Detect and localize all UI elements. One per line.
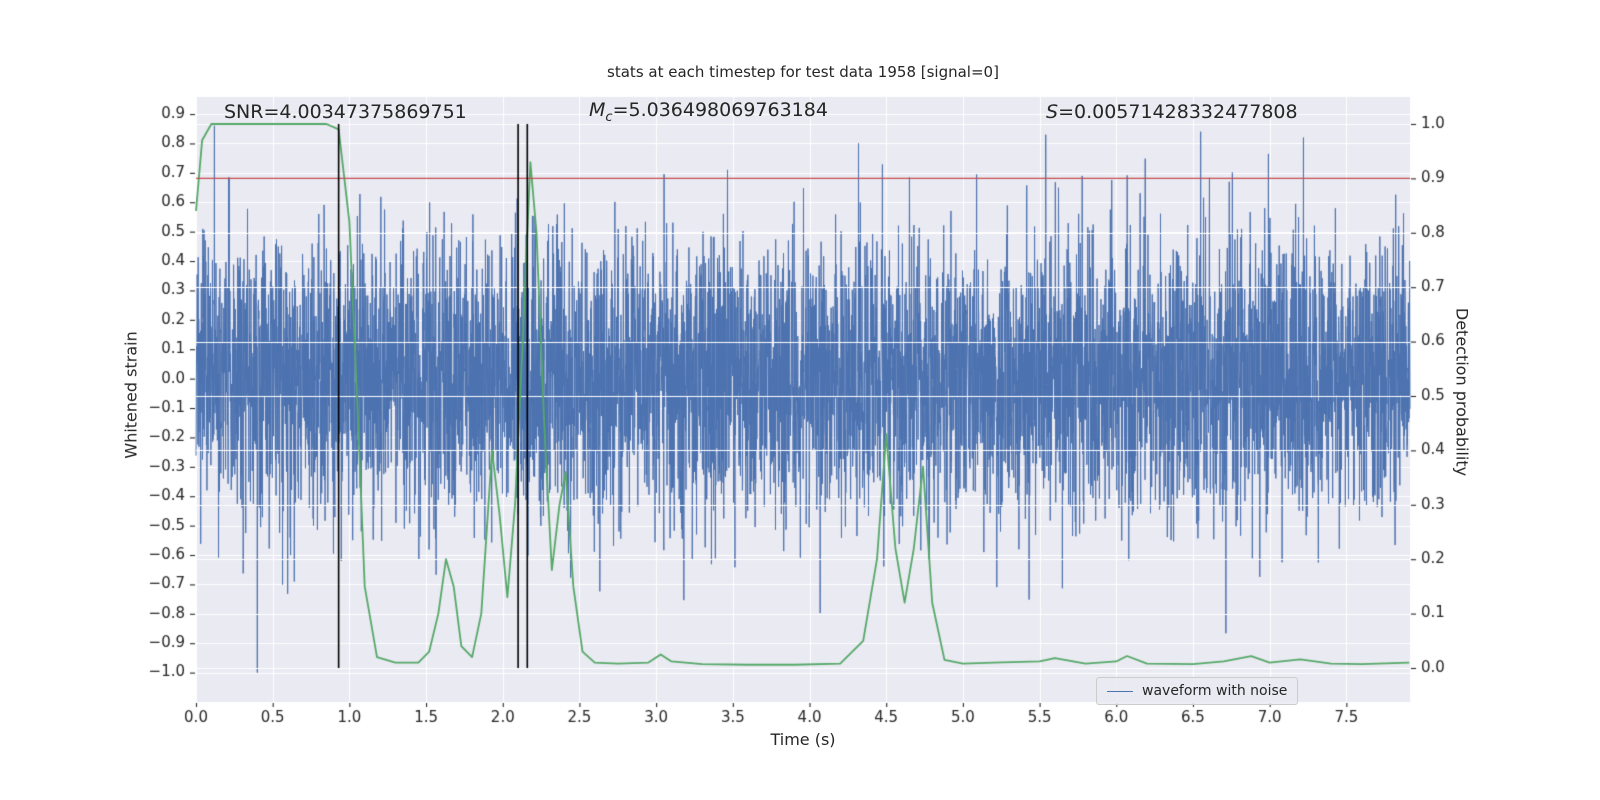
- chirp-mass-value: =5.036498069763184: [612, 99, 828, 121]
- annotation-chirp-mass: Mc=5.036498069763184: [589, 99, 828, 125]
- s-stat-symbol: S: [1046, 101, 1059, 123]
- chart-title: stats at each timestep for test data 195…: [607, 63, 999, 81]
- legend: waveform with noise: [1096, 677, 1299, 705]
- annotation-snr: SNR=4.00347375869751: [224, 101, 467, 123]
- s-stat-value: =0.00571428332477808: [1058, 101, 1298, 123]
- legend-label: waveform with noise: [1142, 683, 1288, 699]
- left-axis-label: Whitened strain: [121, 331, 141, 459]
- annotation-s-stat: S=0.00571428332477808: [1046, 101, 1298, 123]
- right-axis-label: Detection probability: [1452, 307, 1472, 477]
- x-axis-label: Time (s): [770, 730, 836, 749]
- chirp-mass-subscript: c: [605, 109, 613, 125]
- legend-line-sample: [1107, 690, 1133, 692]
- chirp-mass-symbol: M: [589, 99, 606, 121]
